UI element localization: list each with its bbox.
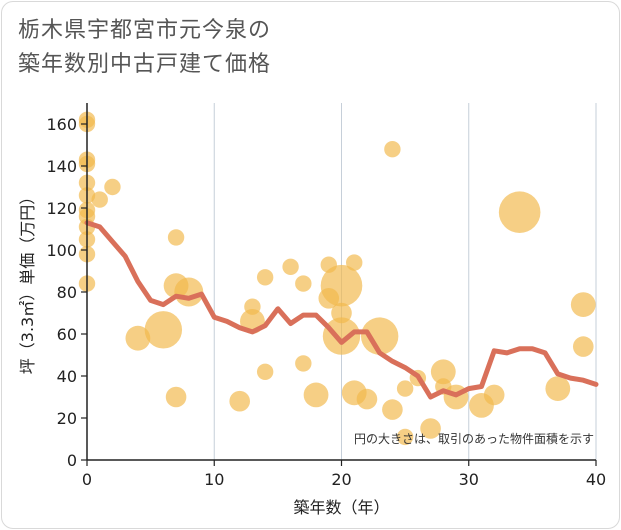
data-point	[303, 382, 329, 408]
data-point	[382, 399, 403, 420]
data-point	[144, 311, 183, 349]
data-point	[295, 275, 312, 292]
chart-title: 栃木県宇都宮市元今泉の 築年数別中古戸建て価格	[18, 18, 272, 77]
data-point	[320, 264, 363, 307]
data-point	[282, 258, 299, 275]
data-point	[396, 380, 414, 397]
data-point	[295, 355, 312, 372]
y-tick-label: 120	[46, 199, 77, 218]
x-axis-label: 築年数（年）	[293, 498, 389, 517]
data-point	[174, 277, 204, 307]
data-point	[420, 418, 441, 439]
data-point	[430, 359, 456, 385]
data-point	[256, 363, 274, 380]
data-point	[570, 292, 596, 317]
data-point	[384, 141, 401, 158]
bubble-series	[78, 111, 596, 446]
x-tick-label: 30	[459, 470, 479, 489]
data-point	[104, 178, 121, 196]
y-tick-label: 60	[57, 325, 77, 344]
x-tick-label: 10	[204, 470, 224, 489]
data-point	[167, 229, 185, 246]
data-point	[356, 388, 378, 410]
y-tick-label: 40	[57, 367, 77, 386]
data-point	[165, 386, 187, 408]
y-axis-label: 坪（3.3㎡）単価（万円）	[18, 189, 37, 374]
data-point	[545, 376, 571, 401]
data-point	[396, 428, 414, 446]
data-point	[256, 269, 274, 286]
y-tick-label: 0	[67, 451, 77, 470]
y-tick-label: 20	[57, 409, 77, 428]
data-point	[483, 384, 505, 406]
y-tick-label: 100	[46, 241, 77, 260]
x-tick-label: 40	[586, 470, 606, 489]
data-point	[346, 254, 363, 271]
data-point	[229, 390, 250, 412]
tick-labels: 0 20 40 60 80 100 120 140 160 0 10 20 30 40	[46, 115, 606, 489]
axes	[81, 103, 597, 466]
x-tick-label: 20	[331, 470, 351, 489]
y-tick-label: 160	[46, 115, 77, 134]
data-point	[360, 317, 399, 355]
y-tick-label: 140	[46, 157, 77, 176]
trend-series	[84, 220, 599, 400]
trend-line	[84, 220, 599, 400]
y-tick-label: 80	[57, 283, 77, 302]
data-point	[91, 191, 108, 208]
data-point	[125, 325, 151, 351]
data-point	[498, 191, 541, 233]
data-point	[322, 317, 361, 355]
size-note: 円の大きさは、取引のあった物件面積を示す	[354, 431, 594, 446]
data-point	[572, 336, 594, 357]
x-tick-label: 0	[82, 470, 92, 489]
